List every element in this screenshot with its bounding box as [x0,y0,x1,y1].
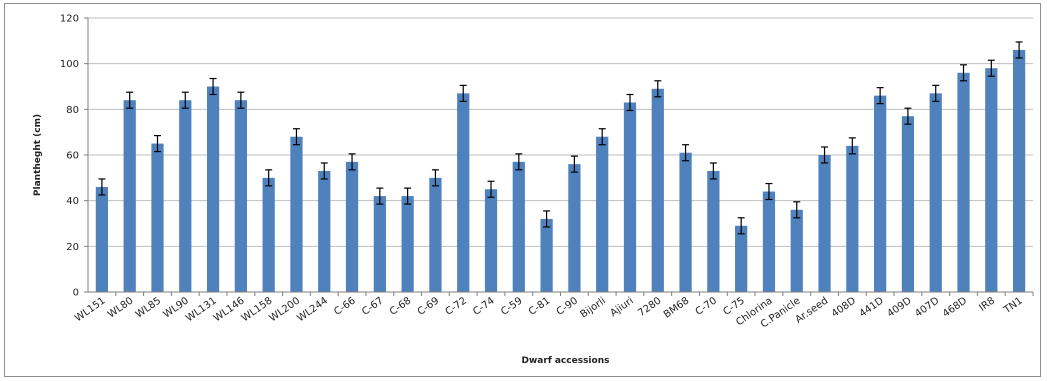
bar [735,225,748,292]
x-tick-label: BM68 [662,295,691,320]
bar [596,136,609,292]
bar [373,196,386,292]
x-tick-label: 409D [885,295,913,320]
x-tick-label: WL151 [73,295,108,324]
y-tick-label: 80 [66,105,79,116]
bar [345,161,359,292]
bar [957,72,970,292]
bar [179,100,192,292]
x-tick-label: C-66 [332,295,357,317]
bar [540,218,553,292]
bar [318,170,331,292]
x-tick-label: TN1 [1001,295,1024,316]
bar [901,116,915,292]
x-tick-label: 468D [941,295,969,320]
y-tick-label: 100 [60,59,79,70]
bar [95,186,109,292]
x-tick-label: C-68 [388,295,413,317]
bar [151,143,164,292]
x-tick-label: WL146 [212,295,247,324]
bar [929,93,942,292]
x-tick-label: 441D [858,295,886,320]
bars-group [95,49,1026,293]
bar [790,209,803,292]
bar [846,145,859,292]
x-tick-label: WL131 [184,295,219,324]
bar [985,68,998,292]
bar [874,95,887,292]
x-tick-label: 408D [830,295,858,320]
x-tick-label: WL158 [240,295,275,324]
bar [818,155,831,292]
bar [206,86,220,292]
y-tick-label: 40 [66,196,79,207]
bar [623,102,637,292]
x-tick-label: C-81 [527,295,552,317]
bar [707,170,720,292]
error-bars-group [98,41,1023,235]
bar [429,177,442,292]
x-tick-label: WL85 [134,295,163,320]
x-tick-label: IR8 [977,295,997,313]
bar [457,93,470,292]
bar [762,191,776,292]
x-tick-label: C-59 [499,295,524,317]
x-tick-label: WL80 [106,295,135,320]
bar [512,161,525,292]
bar [234,100,247,292]
x-tick-label: C-67 [360,295,385,317]
bar [568,164,581,292]
x-tick-labels: WL151WL80WL85WL90WL131WL146WL158WL200WL2… [73,292,1034,331]
bar [401,196,414,292]
x-axis-title: Dwarf accessions [522,356,610,366]
x-tick-label: C-69 [416,295,441,317]
bar [651,88,664,293]
x-tick-label: WL244 [295,295,330,324]
y-tick-labels: 0 20 40 60 80 100 120 [60,14,88,299]
x-tick-label: Ajiuri [608,295,635,319]
bar [123,100,136,292]
bar [1012,49,1026,292]
gridlines [88,17,1033,293]
x-tick-label: WL200 [268,295,303,324]
x-tick-label: 7280 [636,295,663,319]
x-tick-label: C-74 [471,295,496,317]
y-tick-label: 60 [66,151,79,162]
bar [262,177,275,292]
y-tick-label: 0 [73,288,79,299]
y-tick-label: 120 [60,14,79,25]
x-tick-label: 407D [913,295,941,320]
x-tick-label: C-90 [555,295,580,317]
y-axis-title: Plantheght (cm) [33,114,43,196]
y-tick-label: 20 [66,242,79,253]
x-tick-label: C-72 [444,295,469,317]
x-tick-label: Bijorli [578,295,607,320]
bar [290,136,303,292]
bar [484,189,498,292]
bar [679,152,692,292]
x-tick-label: C-70 [694,295,719,317]
